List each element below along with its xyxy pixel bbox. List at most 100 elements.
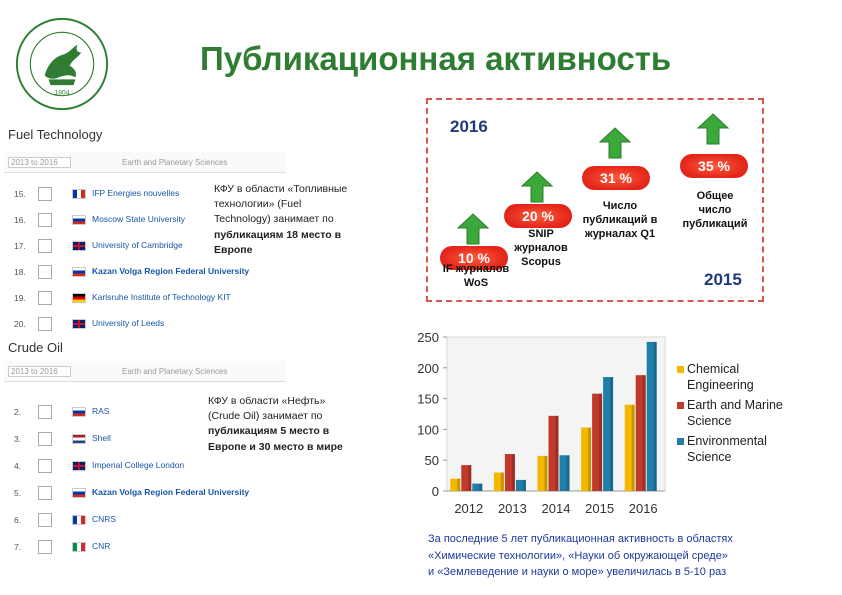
- country-flag-icon: [72, 542, 86, 552]
- crude-year-filter[interactable]: 2013 to 2016: [8, 366, 71, 377]
- crude-note-line: (Crude Oil) занимает по: [208, 410, 323, 423]
- pct-label-line: журналов: [514, 241, 568, 254]
- fuel-note: КФУ в области «Топливные технологии» (Fu…: [214, 182, 384, 258]
- fuel-ranking-list: 15. IFP Energies nouvelles 16. Moscow State…: [14, 186, 284, 336]
- crude-note: КФУ в области «Нефть» (Crude Oil) занима…: [208, 394, 378, 455]
- ranking-row: 15. IFP Energies nouvelles: [14, 186, 284, 202]
- pct-label-line: Число: [602, 200, 638, 212]
- ranking-row: 19. Karlsruhe Institute of Technology KIT: [14, 290, 284, 306]
- x-tick-label: 2016: [629, 501, 658, 516]
- ranking-row: 18. Kazan Volga Region Federal University: [14, 264, 284, 280]
- rank-number: 4.: [14, 461, 22, 471]
- x-tick-label: 2014: [542, 501, 571, 516]
- chart-bar-shade: [479, 483, 483, 491]
- chart-bar-shade: [511, 454, 515, 491]
- chart-bar: [461, 465, 472, 491]
- chart-bar-shade: [566, 455, 570, 491]
- row-checkbox[interactable]: [38, 213, 52, 227]
- logo-year: 1804: [55, 90, 70, 97]
- rank-number: 20.: [14, 319, 26, 329]
- chart-bar-shade: [457, 478, 461, 491]
- institution-link[interactable]: Kazan Volga Region Federal University: [92, 487, 250, 497]
- pct-label-line: Scopus: [521, 255, 561, 268]
- row-checkbox[interactable]: [38, 317, 52, 331]
- row-checkbox[interactable]: [38, 405, 52, 419]
- chart-bar-shade: [631, 404, 635, 491]
- country-flag-icon: [72, 215, 86, 225]
- institution-link[interactable]: Shell: [92, 433, 111, 443]
- chart-bar: [504, 454, 515, 491]
- country-flag-icon: [72, 461, 86, 471]
- pct-label: Общее число публикаций: [674, 190, 756, 231]
- chart-bar: [515, 479, 526, 491]
- chart-bar-shade: [642, 375, 646, 491]
- institution-link[interactable]: Moscow State University: [92, 214, 186, 224]
- rank-number: 16.: [14, 215, 26, 225]
- institution-link[interactable]: Kazan Volga Region Federal University: [92, 266, 250, 276]
- crude-note-line: Европе и 30 место в мире: [208, 440, 343, 453]
- row-checkbox[interactable]: [38, 239, 52, 253]
- pct-label-line: журналах Q1: [584, 227, 656, 240]
- row-checkbox[interactable]: [38, 432, 52, 446]
- institution-link[interactable]: RAS: [92, 406, 110, 416]
- page-title: Публикационная активность: [200, 40, 672, 77]
- row-checkbox[interactable]: [38, 187, 52, 201]
- crude-category-filter[interactable]: Earth and Planetary Sciences: [122, 367, 228, 376]
- up-arrow-icon: [696, 113, 730, 145]
- rank-number: 19.: [14, 293, 26, 303]
- crude-ranking-list: 2. RAS 3. Shell 4. Imperial College London 5. K…: [14, 404, 284, 564]
- chart-bar: [646, 341, 657, 491]
- pct-label-line: публикаций: [682, 217, 748, 230]
- chart-bar-shade: [610, 377, 614, 491]
- chart-bar: [603, 377, 614, 491]
- chart-bar: [548, 415, 559, 491]
- pct-badge: 10 %: [440, 246, 508, 270]
- crude-filter-bar: 2013 to 2016 Earth and Planetary Science…: [4, 361, 286, 382]
- y-tick-label: 250: [417, 330, 439, 345]
- legend-label: Environmental: [687, 434, 767, 448]
- institution-link[interactable]: Karlsruhe Institute of Technology KIT: [92, 292, 231, 302]
- fuel-year-filter[interactable]: 2013 to 2016: [8, 157, 71, 168]
- y-tick-label: 200: [417, 361, 439, 376]
- x-tick-label: 2015: [585, 501, 614, 516]
- ranking-row: 20. University of Leeds: [14, 316, 284, 332]
- x-tick-label: 2012: [454, 501, 483, 516]
- chart-bar-shade: [599, 393, 603, 491]
- pct-label-line: WoS: [463, 276, 489, 289]
- row-checkbox[interactable]: [38, 291, 52, 305]
- country-flag-icon: [72, 515, 86, 525]
- pct-label-line: Общее: [696, 190, 734, 202]
- institution-link[interactable]: University of Leeds: [92, 318, 165, 328]
- rank-number: 2.: [14, 407, 22, 417]
- y-tick-label: 100: [417, 422, 439, 437]
- chart-bar: [635, 375, 646, 491]
- country-flag-icon: [72, 488, 86, 498]
- institution-link[interactable]: IFP Energies nouvelles: [92, 188, 180, 198]
- rank-number: 5.: [14, 488, 22, 498]
- row-checkbox[interactable]: [38, 459, 52, 473]
- chart-bar-shade: [588, 427, 592, 491]
- ranking-row: 6. CNRS: [14, 512, 284, 528]
- chart-bar-shade: [468, 465, 472, 491]
- row-checkbox[interactable]: [38, 513, 52, 527]
- legend-label: Engineering: [687, 378, 754, 392]
- chart-bar: [581, 427, 592, 491]
- row-checkbox[interactable]: [38, 265, 52, 279]
- fuel-note-line: публикациям 18 место в: [214, 228, 342, 241]
- chart-bar: [493, 472, 504, 491]
- legend-label: Science: [687, 450, 732, 464]
- institution-link[interactable]: CNRS: [92, 514, 117, 524]
- ranking-row: 16. Moscow State University: [14, 212, 284, 228]
- row-checkbox[interactable]: [38, 540, 52, 554]
- ranking-row: 5. Kazan Volga Region Federal University: [14, 485, 284, 501]
- chart-bar-shade: [522, 479, 526, 491]
- institution-link[interactable]: Imperial College London: [92, 460, 185, 470]
- pct-label: Число публикаций в журналах Q1: [574, 200, 666, 241]
- chart-bar: [450, 478, 461, 491]
- country-flag-icon: [72, 319, 86, 329]
- institution-link[interactable]: University of Cambridge: [92, 240, 183, 250]
- institution-link[interactable]: CNR: [92, 541, 111, 551]
- fuel-category-filter[interactable]: Earth and Planetary Sciences: [122, 158, 228, 167]
- fuel-section-label: Fuel Technology: [8, 127, 103, 142]
- row-checkbox[interactable]: [38, 486, 52, 500]
